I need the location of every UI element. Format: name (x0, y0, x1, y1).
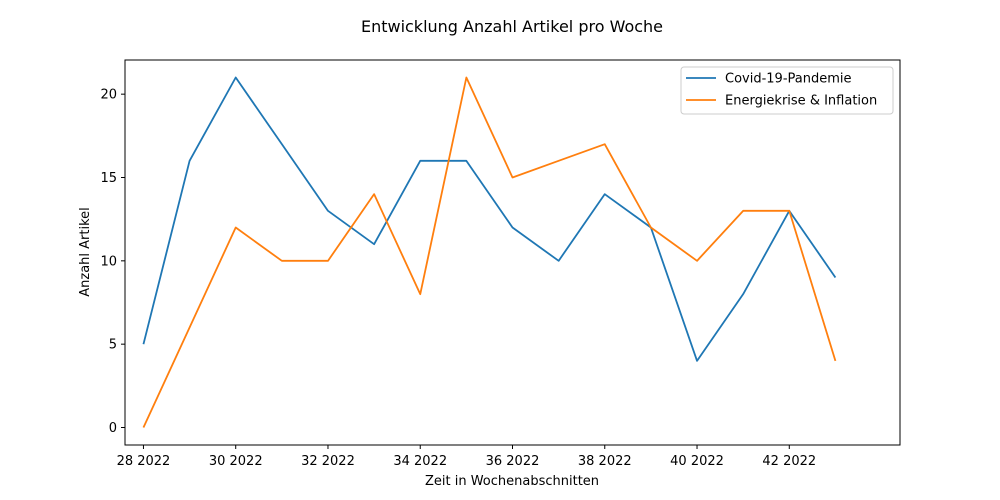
legend-label-energiekrise-inflation: Energiekrise & Inflation (725, 94, 877, 109)
y-tick-label: 10 (100, 254, 117, 269)
y-tick-label: 20 (100, 88, 117, 103)
legend: Covid-19-Pandemie Energiekrise & Inflatio… (680, 66, 894, 115)
y-tick-label: 0 (109, 421, 117, 436)
y-axis-label: Anzahl Artikel (78, 207, 93, 297)
x-tick-label: 34 2022 (393, 454, 447, 469)
series-line-energiekrise-inflation (142, 76, 837, 428)
x-axis: 28 2022 30 2022 32 2022 34 2022 36 2022 38 20… (117, 445, 816, 469)
legend-label-covid-19-pandemie: Covid-19-Pandemie (725, 72, 852, 87)
chart-title: Entwicklung Anzahl Artikel pro Woche (361, 17, 663, 36)
x-tick-label: 40 2022 (670, 454, 724, 469)
y-tick-label: 15 (100, 171, 117, 186)
x-axis-label: Zeit in Wochenabschnitten (425, 474, 599, 489)
x-tick-label: 36 2022 (486, 454, 540, 469)
x-tick-label: 30 2022 (209, 454, 263, 469)
x-tick-label: 28 2022 (117, 454, 171, 469)
series-line-covid-19-pandemie (142, 76, 837, 362)
x-tick-label: 32 2022 (301, 454, 355, 469)
x-tick-label: 42 2022 (762, 454, 816, 469)
y-axis: 0 5 10 15 20 (100, 88, 125, 436)
x-tick-label: 38 2022 (578, 454, 632, 469)
y-tick-label: 5 (109, 338, 117, 353)
plot-frame (124, 59, 901, 446)
legend-frame (680, 66, 894, 115)
